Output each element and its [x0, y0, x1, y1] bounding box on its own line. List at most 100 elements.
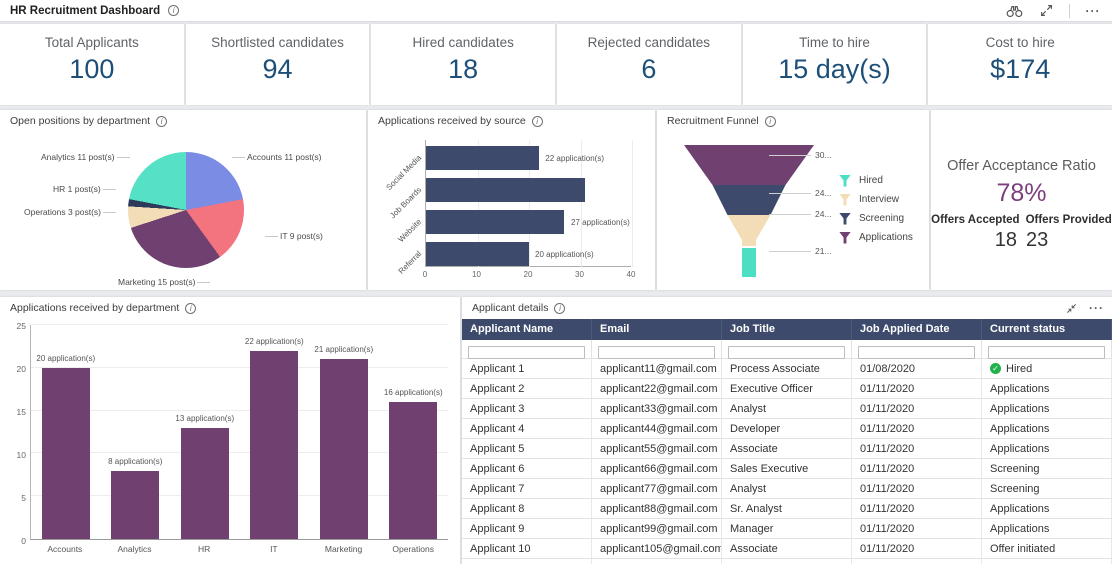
filter-input-job-applied-date[interactable]	[858, 346, 975, 359]
table-row[interactable]: Applicant 9 applicant99@gmail.com Manager 0…	[462, 519, 1112, 539]
source-bar[interactable]	[426, 210, 565, 234]
department-bar-value-label: 13 application(s)	[175, 413, 235, 423]
funnel-segment-hired[interactable]	[742, 248, 756, 277]
more-icon[interactable]: ···	[1085, 3, 1101, 18]
source-gridline	[529, 140, 530, 267]
cell-job-applied-date: 01/11/2020	[852, 459, 982, 479]
table-row[interactable]: Applicant 6 applicant66@gmail.com Sales Ex…	[462, 459, 1112, 479]
table-row[interactable]: Applicant 1 applicant11@gmail.com Process …	[462, 359, 1112, 379]
open-positions-info-icon[interactable]: i	[156, 115, 168, 127]
column-header[interactable]: Job Applied Date	[852, 319, 982, 340]
applicant-details-info-icon[interactable]: i	[554, 302, 566, 314]
department-bar[interactable]	[389, 402, 438, 539]
filter-input-email[interactable]	[598, 346, 715, 359]
legend-item-hired[interactable]: Hired	[839, 171, 913, 190]
department-bar[interactable]	[250, 350, 299, 539]
kpi-card: Shortlisted candidates 94	[185, 24, 370, 105]
offer-ratio-value: 78%	[996, 179, 1047, 207]
binoculars-icon[interactable]	[1005, 3, 1023, 19]
open-positions-title: Open positions by department	[10, 115, 151, 127]
table-row[interactable]: Applicant 7 applicant77@gmail.com Analyst 0…	[462, 479, 1112, 499]
kpi-label: Cost to hire	[985, 35, 1055, 50]
pie-slice-label: HR 1 post(s)	[53, 184, 118, 194]
department-bar-slot: 16 application(s)	[379, 325, 449, 539]
column-header[interactable]: Applicant Name	[462, 319, 592, 340]
funnel-segment-applications[interactable]	[684, 145, 814, 185]
table-row[interactable]: Applicant 8 applicant88@gmail.com Sr. Anal…	[462, 499, 1112, 519]
legend-item-applications[interactable]: Applications	[839, 228, 913, 247]
column-header[interactable]: Email	[592, 319, 722, 340]
applicant-table: Applicant Name Email Job Title Job Applied …	[462, 319, 1112, 564]
kpi-row: Total Applicants 100 Shortlisted candidate…	[0, 24, 1112, 105]
department-category-label: Operations	[392, 544, 434, 554]
department-bar[interactable]	[180, 427, 229, 539]
legend-item-screening[interactable]: Screening	[839, 209, 913, 228]
funnel-legend-icon	[839, 174, 851, 187]
cell-email: applicant66@gmail.com	[592, 459, 722, 479]
cell-current-status: Applications	[982, 439, 1112, 459]
department-bar-value-label: 8 application(s)	[108, 456, 163, 466]
cell-applicant-name: Applicant 5	[462, 439, 592, 459]
cell-applicant-name: Applicant 3	[462, 399, 592, 419]
cell-job-applied-date: 01/11/2020	[852, 419, 982, 439]
cell-job-applied-date: 01/11/2020	[852, 379, 982, 399]
source-bar[interactable]	[426, 242, 529, 266]
cell-job-title: Analyst	[722, 479, 852, 499]
table-row[interactable]: Applicant 5 applicant55@gmail.com Associat…	[462, 439, 1112, 459]
table-row[interactable]: Applicant 4 applicant44@gmail.com Develope…	[462, 419, 1112, 439]
dashboard-info-icon[interactable]: i	[168, 5, 180, 16]
department-gridline	[31, 366, 448, 368]
expand-icon[interactable]	[1037, 3, 1055, 19]
column-header[interactable]: Job Title	[722, 319, 852, 340]
source-x-tick: 10	[472, 270, 481, 279]
source-x-tick: 40	[626, 270, 636, 279]
column-header[interactable]: Current status	[982, 319, 1112, 340]
table-row-partial	[462, 559, 1112, 564]
cell-current-status: Applications	[982, 399, 1112, 419]
cell-email: applicant88@gmail.com	[592, 499, 722, 519]
department-category-label: Marketing	[324, 544, 363, 554]
applications-by-source-title: Applications received by source	[378, 115, 526, 127]
cell-email: applicant44@gmail.com	[592, 419, 722, 439]
department-bar-slot: 8 application(s)	[101, 325, 171, 539]
cell-empty	[462, 559, 592, 564]
applications-by-source-info-icon[interactable]: i	[531, 115, 543, 127]
applications-by-department-info-icon[interactable]: i	[185, 302, 197, 314]
cell-job-applied-date: 01/11/2020	[852, 539, 982, 559]
funnel-leader-line	[769, 214, 811, 215]
department-bar[interactable]	[319, 359, 368, 539]
funnel-leader-line	[769, 193, 811, 194]
source-bar[interactable]	[426, 178, 585, 202]
department-y-tick: 5	[21, 493, 26, 503]
cell-email: applicant33@gmail.com	[592, 399, 722, 419]
table-more-icon[interactable]: ···	[1089, 301, 1104, 315]
recruitment-funnel-info-icon[interactable]: i	[764, 115, 776, 127]
cell-current-status: Screening	[982, 459, 1112, 479]
cell-job-title: Sales Executive	[722, 459, 852, 479]
filter-input-current-status[interactable]	[988, 346, 1105, 359]
source-bar[interactable]	[426, 146, 539, 170]
open-positions-pie-chart[interactable]	[128, 152, 244, 268]
app-header: HR Recruitment Dashboard i ···	[0, 0, 1112, 22]
department-bar[interactable]	[41, 367, 90, 539]
department-y-tick: 10	[16, 450, 26, 460]
cell-email: applicant105@gmail.com	[592, 539, 722, 559]
cell-job-title: Executive Officer	[722, 379, 852, 399]
kpi-value: $174	[990, 54, 1051, 84]
applicant-details-panel: Applicant details i ··· Applicant Name Em…	[462, 297, 1112, 564]
filter-cell	[592, 340, 722, 359]
funnel-stage-label: 30...	[815, 150, 832, 160]
applications-by-department-title: Applications received by department	[10, 302, 180, 314]
department-bar[interactable]	[111, 470, 160, 539]
funnel-segment-screening[interactable]	[712, 185, 786, 215]
collapse-icon[interactable]	[1066, 303, 1077, 314]
department-gridline	[31, 324, 448, 325]
funnel-segment-interview[interactable]	[727, 215, 771, 246]
table-row[interactable]: Applicant 3 applicant33@gmail.com Analyst 0…	[462, 399, 1112, 419]
filter-input-job-title[interactable]	[728, 346, 845, 359]
filter-input-applicant-name[interactable]	[468, 346, 585, 359]
table-row[interactable]: Applicant 2 applicant22@gmail.com Executiv…	[462, 379, 1112, 399]
kpi-value: 94	[262, 54, 293, 84]
legend-item-interview[interactable]: Interview	[839, 190, 913, 209]
table-row[interactable]: Applicant 10 applicant105@gmail.com Associ…	[462, 539, 1112, 559]
